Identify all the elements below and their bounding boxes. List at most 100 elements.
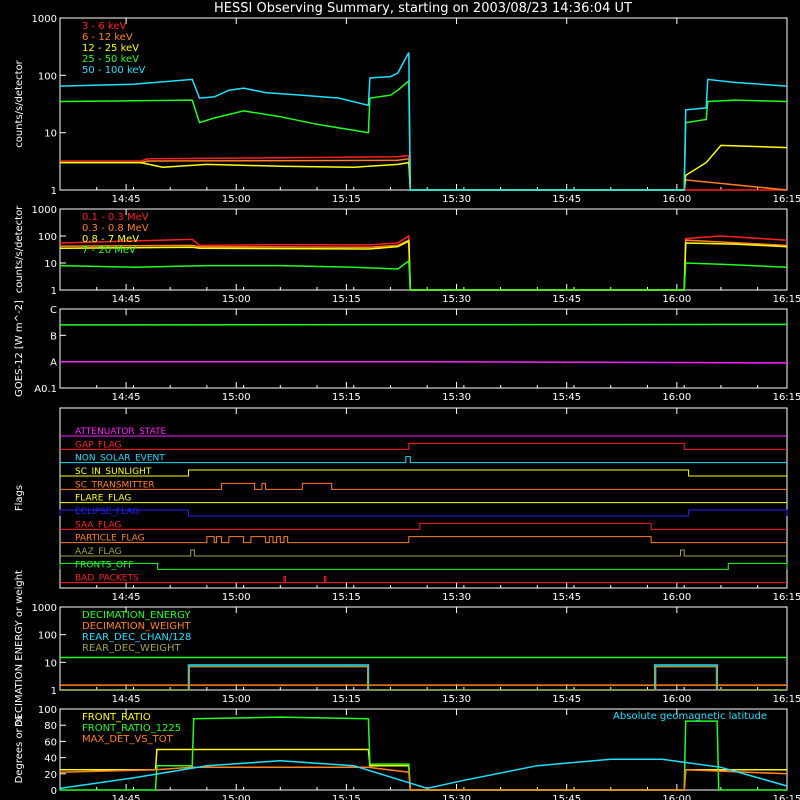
annotation: Absolute geomagnetic latitude [613,711,767,722]
flag-label: FRONTS_OFF [75,560,133,570]
flag-line [60,576,787,584]
ratios-y-tick-label: 0 [51,786,57,797]
decimation-y-tick-label: 10 [44,658,57,669]
legend-label: 50 - 100 keV [82,65,146,76]
flag-label: AAZ_FLAG [75,547,122,557]
flag-line [60,482,787,490]
ratios-x-tick-label: 16:00 [662,794,691,800]
flags-ylabel: Flags [14,485,25,511]
goes-x-tick-label: 14:45 [112,392,141,403]
flag-label: SAA_FLAG [75,520,121,530]
flag-label: SC_TRANSMITTER [75,480,155,490]
legend-label: 25 - 50 keV [82,54,139,65]
series-line [60,664,787,691]
series-line [59,323,788,326]
flag-label: GAP_FLAG [75,440,121,450]
high_energy-x-tick-label: 16:15 [773,294,800,305]
series-line [60,144,788,191]
flags-x-tick-label: 16:00 [662,592,691,603]
ratios-y-tick-label: 100 [38,705,57,716]
decimation-y-tick-label: 1000 [32,603,57,614]
counts-x-tick-label: 15:00 [222,194,251,205]
flags-x-tick-label: 15:30 [442,592,471,603]
flag-line [59,509,788,517]
series-line [59,766,788,791]
goes-y-tick-label: C [50,305,57,316]
flag-line [60,536,787,544]
counts-x-tick-label: 15:30 [442,194,471,205]
counts-x-tick-label: 16:15 [773,194,800,205]
flag-line [60,469,787,477]
flag-label: ATTENUATOR_STATE [75,427,167,437]
legend-label: 12 - 25 keV [82,43,139,54]
counts-y-tick-label: 100 [38,71,57,82]
flags-x-tick-label: 15:45 [552,592,581,603]
goes-ylabel: GOES-12 [W m^-2] [14,300,25,397]
legend-label: 0.1 - 0.3 MeV [82,212,149,223]
goes-y-tick-label: A0.1 [34,384,57,395]
high_energy-x-tick-label: 15:15 [332,294,361,305]
series-line [59,239,788,291]
high_energy-y-tick-label: 1000 [32,205,57,216]
legend-label: FRONT_RATIO_1225 [82,723,181,734]
ratios-x-tick-label: 15:30 [442,794,471,800]
counts-x-tick-label: 15:15 [332,194,361,205]
decimation-x-tick-label: 16:00 [662,694,691,705]
goes-y-tick-label: B [50,331,57,342]
series-line [59,758,788,790]
legend-label: DECIMATION_WEIGHT [82,621,191,632]
ratios-x-tick-label: 15:00 [222,794,251,800]
high_energy-x-tick-label: 15:45 [552,294,581,305]
high_energy-x-tick-label: 16:00 [662,294,691,305]
legend-label: REAR_DEC_CHAN/128 [82,632,191,643]
decimation-x-tick-label: 15:30 [442,694,471,705]
ratios-x-tick-label: 15:45 [552,794,581,800]
counts-frame [59,17,788,191]
ratios-x-tick-label: 16:15 [773,794,800,800]
decimation-x-tick-label: 15:15 [332,694,361,705]
series-line [60,716,787,791]
high_energy-y-tick-label: 1 [51,286,57,297]
flag-line [60,522,787,530]
legend-label: 3 - 6 keV [82,21,126,32]
flag-line [60,442,787,450]
counts-y-tick-label: 1000 [32,14,57,25]
decimation-x-tick-label: 16:15 [773,694,800,705]
panels: 14:45 15:00 15:15 15:30 15:45 16:00 16:15 count… [14,14,800,800]
legend-label: REAR_DEC_WEIGHT [82,643,181,654]
high_energy-y-tick-label: 10 [44,259,57,270]
series-line [60,748,787,791]
ratios-y-tick-label: 80 [44,721,57,732]
series-line [60,157,788,191]
counts-x-tick-label: 16:00 [662,194,691,205]
flag-line [60,456,787,464]
legend-label: 0.8 - 7 MeV [82,234,139,245]
ratios-y-tick-label: 40 [44,754,57,765]
flag-label: PARTICLE_FLAG [75,534,145,544]
series-line [59,234,788,291]
flag-label: SC_IN_SUNLIGHT [75,467,152,477]
counts-y-tick-label: 1 [51,186,57,197]
high_energy-frame [59,208,788,291]
series-line [60,360,788,364]
flag-line [60,549,787,557]
series-line [59,239,788,291]
series-line [59,52,788,191]
decimation-x-tick-label: 14:45 [112,694,141,705]
legend-label: 0.3 - 0.8 MeV [82,223,149,234]
high_energy-x-tick-label: 15:00 [222,294,251,305]
high_energy-x-tick-label: 15:30 [442,294,471,305]
ratios-x-tick-label: 15:15 [332,794,361,800]
flag-label: FLARE_FLAG [75,494,131,504]
flags-frame [59,407,788,589]
counts-ylabel: counts/s/detector [14,59,25,147]
ratios-y-tick-label: 20 [44,770,57,781]
chart-title: HESSI Observing Summary, starting on 200… [214,1,632,16]
goes-x-tick-label: 15:30 [442,392,471,403]
series-line [59,259,788,291]
decimation-y-tick-label: 100 [38,631,57,642]
goes-x-tick-label: 15:15 [332,392,361,403]
ratios-x-tick-label: 14:45 [112,794,141,800]
legend-label: 7 - 20 MeV [82,245,136,256]
